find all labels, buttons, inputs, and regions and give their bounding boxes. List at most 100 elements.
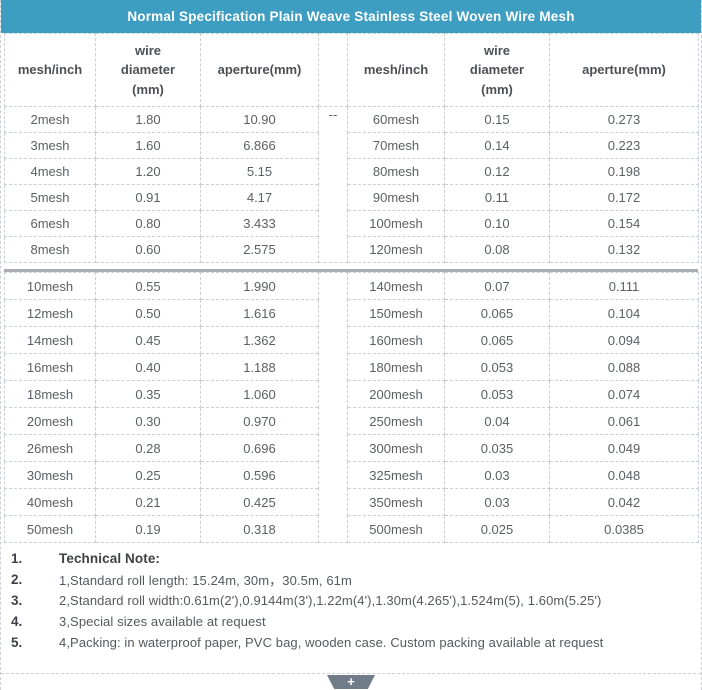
aperture-cell: 0.0385 bbox=[549, 515, 699, 543]
mesh-cell: 70mesh bbox=[347, 132, 445, 159]
aperture-cell: 10.90 bbox=[200, 106, 319, 133]
note-number: 3. bbox=[11, 593, 23, 608]
note-text: Technical Note: bbox=[59, 551, 161, 566]
wire-diameter-cell: 0.14 bbox=[444, 132, 550, 159]
table-row: 26mesh 0.28 0.696 300mesh 0.035 0.049 bbox=[4, 434, 699, 462]
wire-diameter-cell: 1.80 bbox=[95, 106, 201, 133]
table-row: 40mesh 0.21 0.425 350mesh 0.03 0.042 bbox=[4, 488, 699, 516]
mesh-cell: 40mesh bbox=[4, 488, 96, 516]
aperture-cell: 0.223 bbox=[549, 132, 699, 159]
aperture-cell: 0.088 bbox=[549, 353, 699, 381]
mesh-cell: 200mesh bbox=[347, 380, 445, 408]
wire-diameter-cell: 0.28 bbox=[95, 434, 201, 462]
mesh-cell: 120mesh bbox=[347, 236, 445, 263]
aperture-cell: 0.111 bbox=[549, 272, 699, 300]
mesh-cell: 150mesh bbox=[347, 299, 445, 327]
note-line: 2. 1,Standard roll length: 15.24m, 30m，3… bbox=[1, 569, 701, 590]
aperture-cell: 0.154 bbox=[549, 210, 699, 237]
note-line: 3. 2,Standard roll width:0.61m(2'),0.914… bbox=[1, 590, 701, 611]
aperture-cell: 0.198 bbox=[549, 158, 699, 185]
wire-diameter-cell: 0.21 bbox=[95, 488, 201, 516]
mesh-cell: 50mesh bbox=[4, 515, 96, 543]
footer-bar: + bbox=[1, 673, 701, 690]
aperture-cell: 0.094 bbox=[549, 326, 699, 354]
mesh-cell: 6mesh bbox=[4, 210, 96, 237]
mesh-cell: 18mesh bbox=[4, 380, 96, 408]
table-row: 20mesh 0.30 0.970 250mesh 0.04 0.061 bbox=[4, 407, 699, 435]
table-row: 18mesh 0.35 1.060 200mesh 0.053 0.074 bbox=[4, 380, 699, 408]
note-text: 3,Special sizes available at request bbox=[59, 614, 266, 629]
wire-diameter-cell: 0.50 bbox=[95, 299, 201, 327]
mesh-cell: 160mesh bbox=[347, 326, 445, 354]
aperture-cell: 0.104 bbox=[549, 299, 699, 327]
spec-table-lower: 10mesh 0.55 1.990 140mesh 0.07 0.111 12m… bbox=[4, 272, 699, 543]
aperture-cell: 1.060 bbox=[200, 380, 319, 408]
mesh-cell: 30mesh bbox=[4, 461, 96, 489]
aperture-cell: 1.188 bbox=[200, 353, 319, 381]
mesh-cell: 325mesh bbox=[347, 461, 445, 489]
aperture-cell: 0.074 bbox=[549, 380, 699, 408]
mesh-cell: 350mesh bbox=[347, 488, 445, 516]
wire-diameter-cell: 0.035 bbox=[444, 434, 550, 462]
aperture-cell: 0.172 bbox=[549, 184, 699, 211]
aperture-cell: 1.990 bbox=[200, 272, 319, 300]
col-header-line: wire bbox=[134, 42, 161, 58]
wire-diameter-cell: 0.11 bbox=[444, 184, 550, 211]
note-line: 4. 3,Special sizes available at request bbox=[1, 611, 701, 632]
spec-table-upper: mesh/inch wire diameter (mm) aperture(mm… bbox=[4, 33, 699, 263]
mesh-cell: 14mesh bbox=[4, 326, 96, 354]
wire-diameter-cell: 0.025 bbox=[444, 515, 550, 543]
wire-diameter-cell: 0.45 bbox=[95, 326, 201, 354]
wire-diameter-cell: 0.55 bbox=[95, 272, 201, 300]
aperture-cell: 3.433 bbox=[200, 210, 319, 237]
note-number: 1. bbox=[11, 551, 23, 566]
wire-diameter-cell: 0.065 bbox=[444, 299, 550, 327]
mesh-cell: 250mesh bbox=[347, 407, 445, 435]
wire-diameter-cell: 0.80 bbox=[95, 210, 201, 237]
aperture-cell: 6.866 bbox=[200, 132, 319, 159]
separator-cell: -- bbox=[318, 106, 348, 263]
note-text: 2,Standard roll width:0.61m(2'),0.9144m(… bbox=[59, 593, 602, 608]
table-row: 4mesh 1.20 5.15 80mesh 0.12 0.198 bbox=[4, 158, 699, 185]
mesh-cell: 12mesh bbox=[4, 299, 96, 327]
note-number: 4. bbox=[11, 614, 23, 629]
wire-diameter-cell: 0.10 bbox=[444, 210, 550, 237]
col-header-line: diameter bbox=[469, 62, 525, 78]
mesh-cell: 180mesh bbox=[347, 353, 445, 381]
col-header-mesh-left: mesh/inch bbox=[4, 33, 96, 107]
col-header-line: wire bbox=[483, 42, 510, 58]
aperture-cell: 0.061 bbox=[549, 407, 699, 435]
note-line: 1. Technical Note: bbox=[1, 548, 701, 569]
wire-diameter-cell: 0.08 bbox=[444, 236, 550, 263]
note-number: 5. bbox=[11, 635, 23, 650]
table-row: 3mesh 1.60 6.866 70mesh 0.14 0.223 bbox=[4, 132, 699, 159]
col-header-line: (mm) bbox=[481, 81, 513, 97]
mesh-cell: 20mesh bbox=[4, 407, 96, 435]
col-header-aperture-right: aperture(mm) bbox=[549, 33, 699, 107]
aperture-cell: 1.362 bbox=[200, 326, 319, 354]
col-header-line: (mm) bbox=[132, 81, 164, 97]
table-row: 8mesh 0.60 2.575 120mesh 0.08 0.132 bbox=[4, 236, 699, 263]
note-number: 2. bbox=[11, 572, 23, 587]
page-title: Normal Specification Plain Weave Stainle… bbox=[1, 0, 701, 33]
wire-diameter-cell: 0.053 bbox=[444, 353, 550, 381]
aperture-cell: 0.970 bbox=[200, 407, 319, 435]
wire-diameter-cell: 0.03 bbox=[444, 461, 550, 489]
aperture-cell: 0.696 bbox=[200, 434, 319, 462]
aperture-cell: 0.596 bbox=[200, 461, 319, 489]
aperture-cell: 4.17 bbox=[200, 184, 319, 211]
mesh-cell: 80mesh bbox=[347, 158, 445, 185]
aperture-cell: 0.273 bbox=[549, 106, 699, 133]
wire-diameter-cell: 0.19 bbox=[95, 515, 201, 543]
expand-button[interactable]: + bbox=[327, 675, 375, 689]
aperture-cell: 0.425 bbox=[200, 488, 319, 516]
aperture-cell: 1.616 bbox=[200, 299, 319, 327]
col-header-line: diameter bbox=[120, 62, 176, 78]
aperture-cell: 0.042 bbox=[549, 488, 699, 516]
mesh-cell: 16mesh bbox=[4, 353, 96, 381]
wire-diameter-cell: 0.15 bbox=[444, 106, 550, 133]
table-row: 50mesh 0.19 0.318 500mesh 0.025 0.0385 bbox=[4, 515, 699, 543]
aperture-cell: 0.048 bbox=[549, 461, 699, 489]
table-row: 10mesh 0.55 1.990 140mesh 0.07 0.111 bbox=[4, 272, 699, 543]
